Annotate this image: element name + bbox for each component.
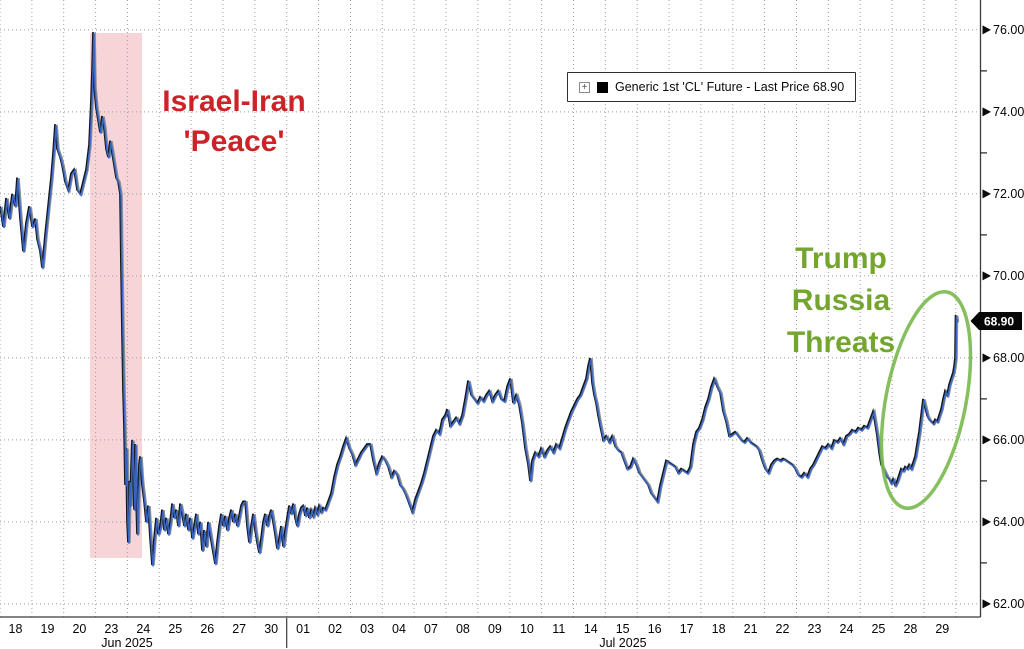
x-tick-label: 22 (776, 622, 790, 636)
x-tick-label: 21 (744, 622, 758, 636)
y-tick-label: 64.00 (993, 515, 1024, 529)
series-swatch-icon (597, 81, 608, 93)
annotation-line: Threats (786, 326, 896, 359)
x-tick-label: 04 (392, 622, 406, 636)
x-tick-label: 03 (360, 622, 374, 636)
annotation-line: 'Peace' (183, 125, 285, 158)
y-tick-label: 72.00 (993, 187, 1024, 201)
x-tick-label: 01 (296, 622, 310, 636)
y-tick-label: 76.00 (993, 23, 1024, 37)
annotation-line: Trump (795, 242, 887, 275)
y-tick-label: 74.00 (993, 105, 1024, 119)
gridlines (0, 0, 981, 617)
x-tick-label: 09 (488, 622, 502, 636)
x-tick-label: 30 (264, 622, 278, 636)
x-tick-label: 07 (424, 622, 438, 636)
y-axis: 76.00 74.00 72.00 70.00 68.00 66.00 64.00 62.00 (980, 23, 1024, 611)
x-tick-label: 26 (200, 622, 214, 636)
legend[interactable]: + Generic 1st 'CL' Future - Last Price 6… (567, 72, 857, 102)
annotation-line: Israel-Iran (162, 85, 306, 118)
x-tick-label: 27 (232, 622, 246, 636)
x-tick-label: 15 (616, 622, 630, 636)
x-axis: 18 19 20 23 24 25 26 27 30 01 02 03 04 07 08 09 10 11 14 15… (9, 618, 949, 649)
y-tick-label: 62.00 (993, 597, 1024, 611)
annotation-israel-iran-peace: Israel-Iran 'Peace' (128, 82, 340, 162)
x-tick-label: 28 (903, 622, 917, 636)
legend-label: Generic 1st 'CL' Future - Last Price 68.… (615, 80, 845, 94)
x-tick-label: 17 (680, 622, 694, 636)
highlight-ellipse (879, 290, 973, 510)
legend-expand-icon[interactable]: + (579, 81, 590, 93)
x-tick-label: 19 (41, 622, 55, 636)
y-tick-label: 70.00 (993, 269, 1024, 283)
x-tick-label: 16 (648, 622, 662, 636)
axes-frame (0, 0, 982, 618)
price-line-series (0, 31, 960, 567)
month-label: Jun 2025 (101, 636, 152, 649)
x-tick-label: 08 (456, 622, 470, 636)
x-tick-label: 14 (584, 622, 598, 636)
x-tick-label: 29 (935, 622, 949, 636)
x-tick-label: 23 (104, 622, 118, 636)
x-tick-label: 25 (871, 622, 885, 636)
annotation-trump-russia-threats: Trump Russia Threats (751, 238, 931, 364)
month-label: Jul 2025 (599, 636, 646, 649)
x-tick-label: 10 (520, 622, 534, 636)
y-tick-label: 68.00 (993, 351, 1024, 365)
last-price-value: 68.90 (984, 314, 1014, 328)
x-tick-label: 23 (808, 622, 822, 636)
x-tick-label: 25 (168, 622, 182, 636)
y-tick-label: 66.00 (993, 433, 1024, 447)
x-tick-label: 24 (840, 622, 854, 636)
last-price-badge: 68.90 (970, 312, 1022, 330)
x-tick-label: 18 (712, 622, 726, 636)
x-tick-label: 18 (9, 622, 23, 636)
annotation-line: Russia (791, 284, 891, 317)
x-tick-label: 20 (72, 622, 86, 636)
x-tick-label: 11 (552, 622, 565, 636)
x-tick-label: 24 (136, 622, 150, 636)
x-tick-label: 02 (328, 622, 342, 636)
